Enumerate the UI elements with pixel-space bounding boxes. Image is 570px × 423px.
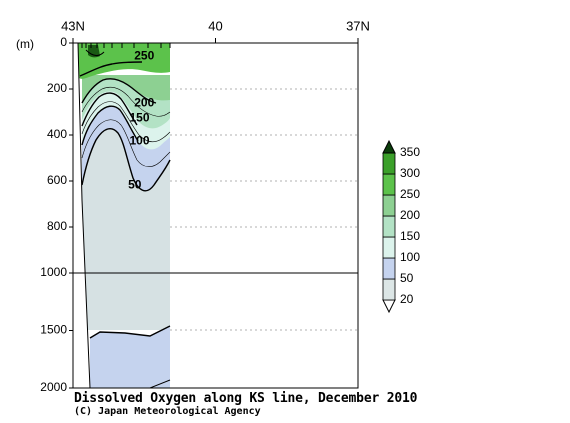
contour-line-lower-50 [89,325,171,339]
colorbar-label: 250 [400,187,420,201]
contour-labels: 250 200 150 100 50 [128,49,155,192]
contour-label: 50 [128,177,142,191]
x-tick-label: 37N [346,18,370,33]
colorbar-cell [382,236,396,259]
colorbar-cell [382,173,396,196]
colorbar-cell [382,152,396,175]
y-unit-label: (m) [16,37,34,51]
y-tick-label: 0 [60,35,67,49]
x-tick-label: 40 [208,18,222,33]
contour-line-175 [81,86,171,117]
colorbar-label: 150 [400,229,420,243]
y-tick-label: 400 [47,127,67,141]
contour-label: 250 [134,49,154,63]
contour-line-100 [81,105,139,146]
colorbar-cell [382,257,396,280]
y-tick-label: 200 [47,81,67,95]
colorbar-label: 100 [400,250,420,264]
colorbar: 20 50 100 150 200 250 300 350 [382,139,420,314]
colorbar-label: 300 [400,166,420,180]
grid-lines [170,88,358,331]
colorbar-label: 200 [400,208,420,222]
contour-line-125 [81,101,171,143]
contour-lines [77,43,171,388]
x-tick-label: 43N [61,18,85,33]
contour-line-50 [81,128,171,192]
axis-labels: 43N 40 37N 0 200 400 600 800 1000 1500 2000 (m) [16,18,370,394]
region-lower-20-50 [86,273,170,330]
y-tick-label: 800 [47,219,67,233]
chart-credit: (C) Japan Meteorological Agency [74,406,261,417]
contour-field [73,43,171,388]
y-tick-label: 1500 [40,323,67,337]
colorbar-cell-above [382,139,396,154]
contour-label: 150 [129,111,149,125]
colorbar-cell [382,278,396,301]
coastal-boundary [77,43,91,388]
contour-label: 200 [134,95,154,109]
y-tick-label: 600 [47,173,67,187]
chart-title: Dissolved Oxygen along KS line, December… [74,391,418,406]
coastal-wedge [73,43,90,388]
y-tick-label: 2000 [40,380,67,394]
contour-line-300 [85,49,105,57]
y-tick-label: 1000 [40,265,67,279]
contour-line-bottom [149,379,171,388]
colorbar-cell [382,215,396,238]
colorbar-label: 50 [400,271,414,285]
region-lower-50-100 [90,326,170,388]
contour-line-250 [79,61,143,77]
contour-label: 100 [129,134,149,148]
colorbar-label: 350 [400,145,420,159]
contour-line-150 [81,92,138,127]
station-ticks [81,43,171,48]
contour-line-200 [81,78,157,104]
contour-line-75 [81,119,171,167]
colorbar-label: 20 [400,292,414,306]
plot-frame [72,42,359,389]
region-250-300 [78,43,170,79]
colorbar-cell-below [382,299,396,314]
colorbar-cell [382,194,396,217]
region-200-250 [82,75,170,103]
